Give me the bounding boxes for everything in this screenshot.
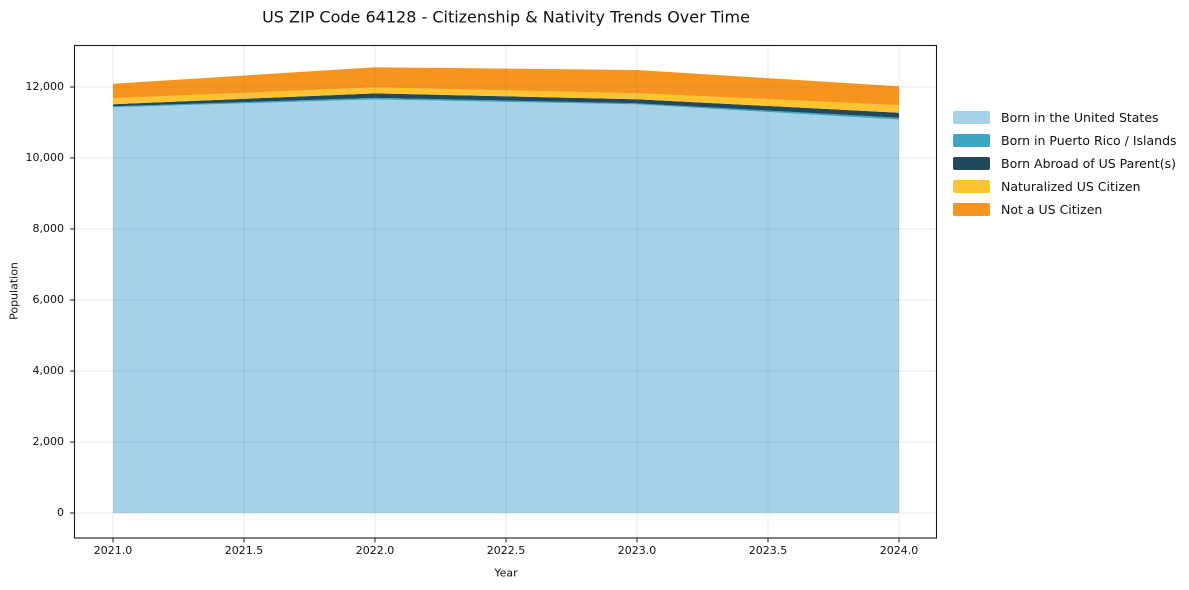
legend-swatch-not-citizen xyxy=(953,203,990,216)
legend-label: Not a US Citizen xyxy=(1001,202,1103,217)
area-series-2 xyxy=(113,93,899,118)
x-tick-label: 2023.5 xyxy=(748,544,788,557)
y-tick-label: 10,000 xyxy=(25,151,65,164)
legend-label: Naturalized US Citizen xyxy=(1001,179,1141,194)
legend-item: Naturalized US Citizen xyxy=(953,175,1177,198)
x-tick-label: 2022.0 xyxy=(355,544,395,557)
y-tick-label: 8,000 xyxy=(32,222,65,235)
legend-label: Born Abroad of US Parent(s) xyxy=(1001,156,1176,171)
y-axis-label: Population xyxy=(7,262,21,320)
x-tick-label: 2024.0 xyxy=(879,544,919,557)
legend-label: Born in the United States xyxy=(1001,110,1159,125)
chart-title: US ZIP Code 64128 - Citizenship & Nativi… xyxy=(262,7,750,27)
x-tick-label: 2021.5 xyxy=(224,544,264,557)
legend-item: Born in Puerto Rico / Islands xyxy=(953,129,1177,152)
area-series-3 xyxy=(113,87,899,113)
legend-label: Born in Puerto Rico / Islands xyxy=(1001,133,1177,148)
area-series-4 xyxy=(113,67,899,106)
legend-swatch-born-us xyxy=(953,111,990,124)
y-tick-label: 6,000 xyxy=(32,293,65,306)
y-tick-label: 2,000 xyxy=(32,435,65,448)
x-tick-label: 2022.5 xyxy=(486,544,526,557)
x-tick-label: 2023.0 xyxy=(617,544,657,557)
legend-swatch-born-pr xyxy=(953,134,990,147)
legend-swatch-naturalized xyxy=(953,180,990,193)
legend-swatch-born-abroad xyxy=(953,157,990,170)
legend-item: Born in the United States xyxy=(953,106,1177,129)
legend-item: Not a US Citizen xyxy=(953,198,1177,221)
x-axis-label: Year xyxy=(494,566,518,580)
y-tick-label: 0 xyxy=(57,506,64,519)
legend: Born in the United States Born in Puerto… xyxy=(953,106,1177,221)
legend-item: Born Abroad of US Parent(s) xyxy=(953,152,1177,175)
y-tick-label: 4,000 xyxy=(32,364,65,377)
y-tick-label: 12,000 xyxy=(25,80,65,93)
x-tick-label: 2021.0 xyxy=(93,544,133,557)
area-series-0 xyxy=(113,99,899,514)
